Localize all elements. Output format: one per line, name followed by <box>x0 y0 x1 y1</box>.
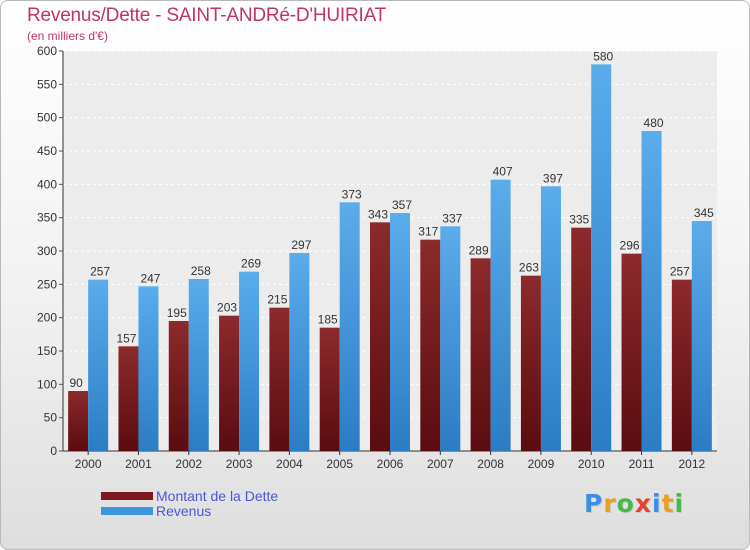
x-tick-label: 2001 <box>125 457 152 471</box>
data-label-debt: 289 <box>469 243 489 257</box>
data-label-debt: 215 <box>267 293 287 307</box>
y-tick-label: 0 <box>50 444 57 458</box>
bar-debt <box>671 279 692 451</box>
data-label-debt: 317 <box>418 225 438 239</box>
data-label-revenue: 345 <box>694 206 714 220</box>
x-tick-label: 2010 <box>578 457 605 471</box>
y-tick-label: 500 <box>37 111 57 125</box>
data-label-revenue: 258 <box>191 264 211 278</box>
y-tick-label: 150 <box>37 344 57 358</box>
bar-debt <box>520 275 541 451</box>
y-tick-label: 450 <box>37 144 57 158</box>
data-label-revenue: 357 <box>392 198 412 212</box>
data-label-debt: 157 <box>116 331 136 345</box>
x-tick-label: 2012 <box>678 457 705 471</box>
bar-debt <box>470 258 491 451</box>
data-label-revenue: 407 <box>493 165 513 179</box>
y-tick-label: 550 <box>37 77 57 91</box>
data-label-debt: 343 <box>368 207 388 221</box>
bar-debt <box>168 321 189 451</box>
y-tick-label: 100 <box>37 377 57 391</box>
legend-swatch-revenue <box>101 506 153 515</box>
data-label-debt: 263 <box>519 261 539 275</box>
data-label-debt: 185 <box>318 313 338 327</box>
data-label-revenue: 337 <box>442 211 462 225</box>
data-label-revenue: 269 <box>241 257 261 271</box>
bar-debt <box>319 327 340 451</box>
x-tick-label: 2000 <box>75 457 102 471</box>
data-label-revenue: 257 <box>90 265 110 279</box>
x-tick-label: 2011 <box>629 457 655 471</box>
y-tick-label: 600 <box>37 44 57 58</box>
x-tick-label: 2008 <box>477 457 504 471</box>
x-tick-label: 2009 <box>528 457 555 471</box>
data-label-debt: 90 <box>69 376 83 390</box>
data-label-revenue: 480 <box>644 116 664 130</box>
logo-letter: P <box>584 489 604 518</box>
bar-revenue <box>540 186 561 452</box>
y-tick-label: 400 <box>37 177 57 191</box>
bar-debt <box>571 227 592 451</box>
bar-revenue <box>239 271 260 451</box>
data-label-debt: 257 <box>670 265 690 279</box>
y-tick-label: 250 <box>37 277 57 291</box>
bar-debt <box>68 391 89 451</box>
data-label-revenue: 373 <box>342 187 362 201</box>
bar-revenue <box>641 131 662 451</box>
x-tick-label: 2003 <box>226 457 253 471</box>
x-tick-label: 2004 <box>276 457 303 471</box>
legend-item-debt: Montant de la Dette <box>101 487 279 504</box>
proxiti-logo: Proxiti <box>584 489 684 518</box>
data-label-debt: 195 <box>167 306 187 320</box>
bar-revenue <box>390 213 410 451</box>
data-label-revenue: 580 <box>593 49 613 63</box>
logo-letter: i <box>652 489 662 518</box>
x-tick-label: 2006 <box>377 457 404 471</box>
logo-letter: r <box>603 489 617 518</box>
data-label-debt: 203 <box>217 301 237 315</box>
legend-item-revenue: Revenus <box>101 502 212 519</box>
legend-label-revenue: Revenus <box>156 502 212 519</box>
data-label-debt: 296 <box>620 239 640 253</box>
legend-swatch-debt <box>101 491 153 500</box>
y-tick-label: 350 <box>37 211 57 225</box>
x-tick-label: 2005 <box>326 457 353 471</box>
logo-letter: t <box>661 489 675 518</box>
bar-debt <box>118 346 139 451</box>
data-label-revenue: 297 <box>291 238 311 252</box>
bar-debt <box>370 222 390 451</box>
y-tick-label: 300 <box>37 244 57 258</box>
x-tick-label: 2007 <box>427 457 454 471</box>
bar-revenue <box>591 64 612 452</box>
y-tick-label: 50 <box>44 411 58 425</box>
chart-subtitle: (en milliers d'€) <box>27 29 108 43</box>
data-label-revenue: 397 <box>543 171 563 185</box>
bar-debt <box>269 307 290 451</box>
bar-revenue <box>691 221 712 451</box>
x-tick-label: 2002 <box>175 457 202 471</box>
logo-letter: x <box>634 489 652 518</box>
bar-debt <box>420 239 441 451</box>
data-label-debt: 335 <box>569 213 589 227</box>
bar-revenue <box>339 202 360 451</box>
logo-letter: o <box>616 489 635 518</box>
y-tick-label: 200 <box>37 311 57 325</box>
bar-revenue <box>289 253 310 451</box>
bar-revenue <box>138 286 159 451</box>
chart-title: Revenus/Dette - SAINT-ANDRé-D'HUIRIAT <box>27 5 387 26</box>
legend-label-debt: Montant de la Dette <box>156 487 279 504</box>
data-label-revenue: 247 <box>140 271 160 285</box>
bar-debt <box>219 315 240 451</box>
bar-revenue <box>88 279 109 451</box>
bar-revenue <box>188 279 209 451</box>
bar-revenue <box>490 179 511 451</box>
bar-revenue <box>440 226 461 451</box>
bar-debt <box>621 253 642 451</box>
logo-letter: i <box>674 489 685 518</box>
